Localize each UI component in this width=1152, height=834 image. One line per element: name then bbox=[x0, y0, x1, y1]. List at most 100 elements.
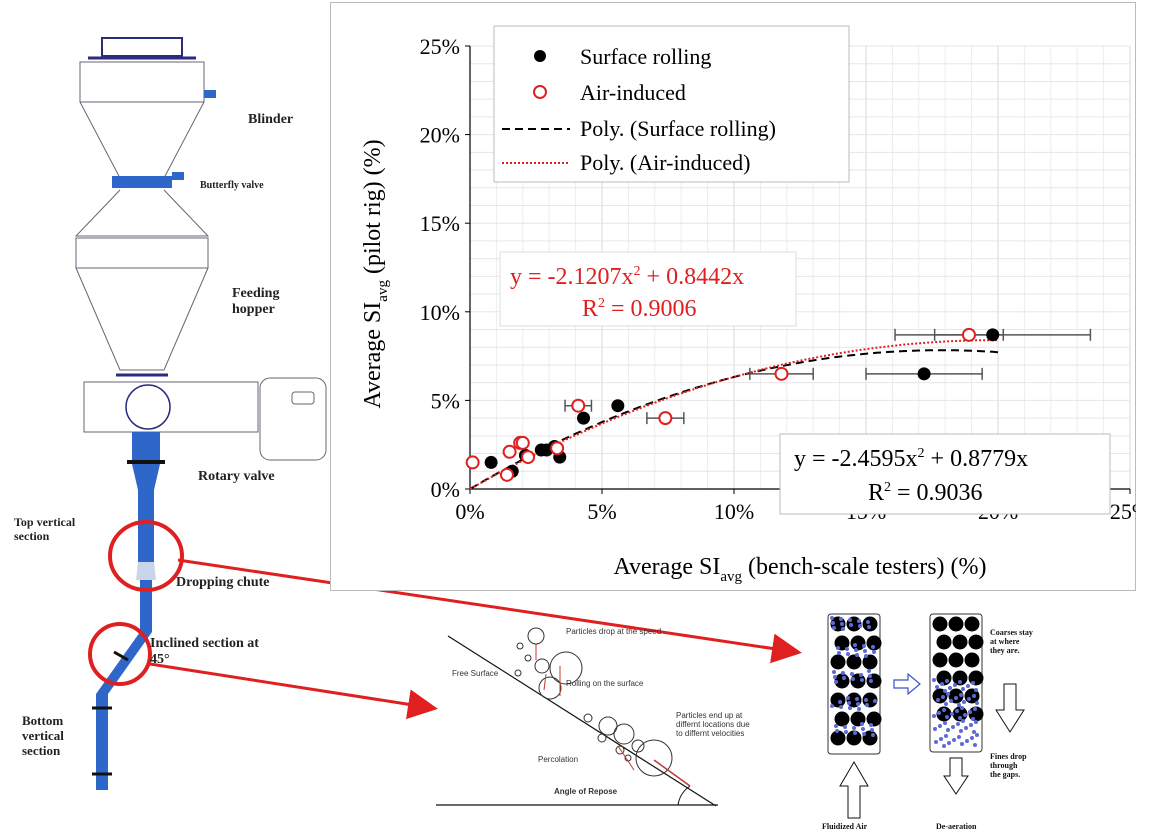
coarse-particle bbox=[952, 634, 968, 650]
fine-particle bbox=[869, 679, 873, 683]
fine-particle bbox=[837, 651, 841, 655]
fine-particle bbox=[839, 705, 843, 709]
fine-particle bbox=[955, 709, 959, 713]
coarse-particle bbox=[932, 652, 948, 668]
fine-particle bbox=[833, 675, 837, 679]
fine-particle bbox=[952, 738, 956, 742]
fine-particle bbox=[834, 724, 838, 728]
fine-particle bbox=[959, 729, 963, 733]
y-tick-label: 20% bbox=[420, 123, 460, 148]
fine-particle bbox=[853, 731, 857, 735]
fine-particle bbox=[854, 648, 858, 652]
label-fines-drop: Fines drop through the gaps. bbox=[990, 752, 1027, 780]
fine-particle bbox=[940, 682, 944, 686]
fine-particle bbox=[845, 647, 849, 651]
fine-particle bbox=[851, 677, 855, 681]
label-dropping-chute: Dropping chute bbox=[176, 575, 270, 590]
fine-particle bbox=[855, 697, 859, 701]
fine-particle bbox=[945, 679, 949, 683]
coarse-particle bbox=[850, 673, 866, 689]
fine-particle bbox=[852, 726, 856, 730]
fine-particle bbox=[957, 735, 961, 739]
deaeration-arrow bbox=[943, 757, 969, 795]
fine-particle bbox=[932, 714, 936, 718]
air-up-arrow bbox=[839, 761, 869, 819]
fine-particle bbox=[945, 715, 949, 719]
surface-diagram bbox=[436, 627, 718, 807]
coarse-particle bbox=[964, 652, 980, 668]
label-blinder: Blinder bbox=[248, 112, 294, 127]
point-air-induced bbox=[515, 435, 530, 450]
fine-particle bbox=[942, 744, 946, 748]
fine-particle bbox=[848, 706, 852, 710]
label-feeding-hopper: Feeding hopper bbox=[232, 286, 280, 318]
label-butterfly-valve: Butterfly valve bbox=[200, 180, 264, 191]
fine-particle bbox=[943, 721, 947, 725]
fine-particle bbox=[959, 693, 963, 697]
fine-particle bbox=[864, 654, 868, 658]
fine-particle bbox=[861, 727, 865, 731]
motor-shape bbox=[259, 377, 327, 461]
fine-particle bbox=[966, 684, 970, 688]
fine-particle bbox=[831, 621, 835, 625]
fine-particle bbox=[932, 678, 936, 682]
fine-particle bbox=[971, 717, 975, 721]
fine-particle bbox=[850, 672, 854, 676]
label-free-surface: Free Surface bbox=[452, 669, 499, 678]
y-tick-label: 5% bbox=[431, 388, 460, 413]
air-equation: y = -2.1207x2 + 0.8442x bbox=[510, 264, 744, 290]
fine-particle bbox=[951, 725, 955, 729]
legend-poly-surface: Poly. (Surface rolling) bbox=[580, 116, 776, 141]
fine-particle bbox=[832, 670, 836, 674]
fine-particle bbox=[949, 699, 953, 703]
fine-particle bbox=[836, 646, 840, 650]
fine-particle bbox=[939, 737, 943, 741]
fine-particle bbox=[946, 728, 950, 732]
fine-particle bbox=[871, 645, 875, 649]
fine-particle bbox=[968, 710, 972, 714]
hopper-box bbox=[75, 237, 209, 269]
label-rotary-valve: Rotary valve bbox=[198, 469, 275, 484]
chart-svg: 0%5%10%15%20%25%0%5%10%15%20%25% Surface… bbox=[330, 2, 1136, 591]
fine-particle bbox=[847, 701, 851, 705]
fine-particle bbox=[965, 739, 969, 743]
fine-particle bbox=[857, 707, 861, 711]
chart-trendlines bbox=[469, 339, 999, 490]
fine-particle bbox=[964, 726, 968, 730]
particles-after bbox=[932, 616, 984, 748]
coarse-particle bbox=[834, 711, 850, 727]
chart-points bbox=[465, 327, 1000, 482]
fine-particle bbox=[841, 627, 845, 631]
butterfly-valve-shape bbox=[112, 176, 172, 188]
fine-particle bbox=[862, 732, 866, 736]
fine-particle bbox=[846, 652, 850, 656]
fine-particle bbox=[961, 719, 965, 723]
fine-particle bbox=[832, 626, 836, 630]
fine-particle bbox=[869, 723, 873, 727]
apparatus-drawing bbox=[74, 37, 327, 790]
coarse-particle bbox=[866, 635, 882, 651]
fine-particle bbox=[853, 643, 857, 647]
y-tick-label: 15% bbox=[420, 211, 460, 236]
fine-particle bbox=[958, 680, 962, 684]
y-axis-title: Average SIavg (pilot rig) (%) bbox=[360, 139, 391, 408]
coarse-particle bbox=[830, 692, 846, 708]
fines-arrow bbox=[995, 683, 1025, 733]
coarse-particle bbox=[952, 670, 968, 686]
fine-particle bbox=[860, 678, 864, 682]
fine-particle bbox=[944, 702, 948, 706]
label-percolation: Percolation bbox=[538, 755, 579, 764]
point-surface-rolling bbox=[611, 399, 625, 413]
fine-particle bbox=[961, 687, 965, 691]
coarse-particle bbox=[830, 730, 846, 746]
fine-particle bbox=[830, 704, 834, 708]
fine-particle bbox=[973, 707, 977, 711]
fine-particle bbox=[954, 696, 958, 700]
label-top-vertical: Top vertical section bbox=[14, 515, 76, 543]
fine-particle bbox=[859, 673, 863, 677]
fine-particle bbox=[840, 622, 844, 626]
fine-particle bbox=[867, 669, 871, 673]
fine-particle bbox=[867, 625, 871, 629]
fine-particle bbox=[834, 680, 838, 684]
